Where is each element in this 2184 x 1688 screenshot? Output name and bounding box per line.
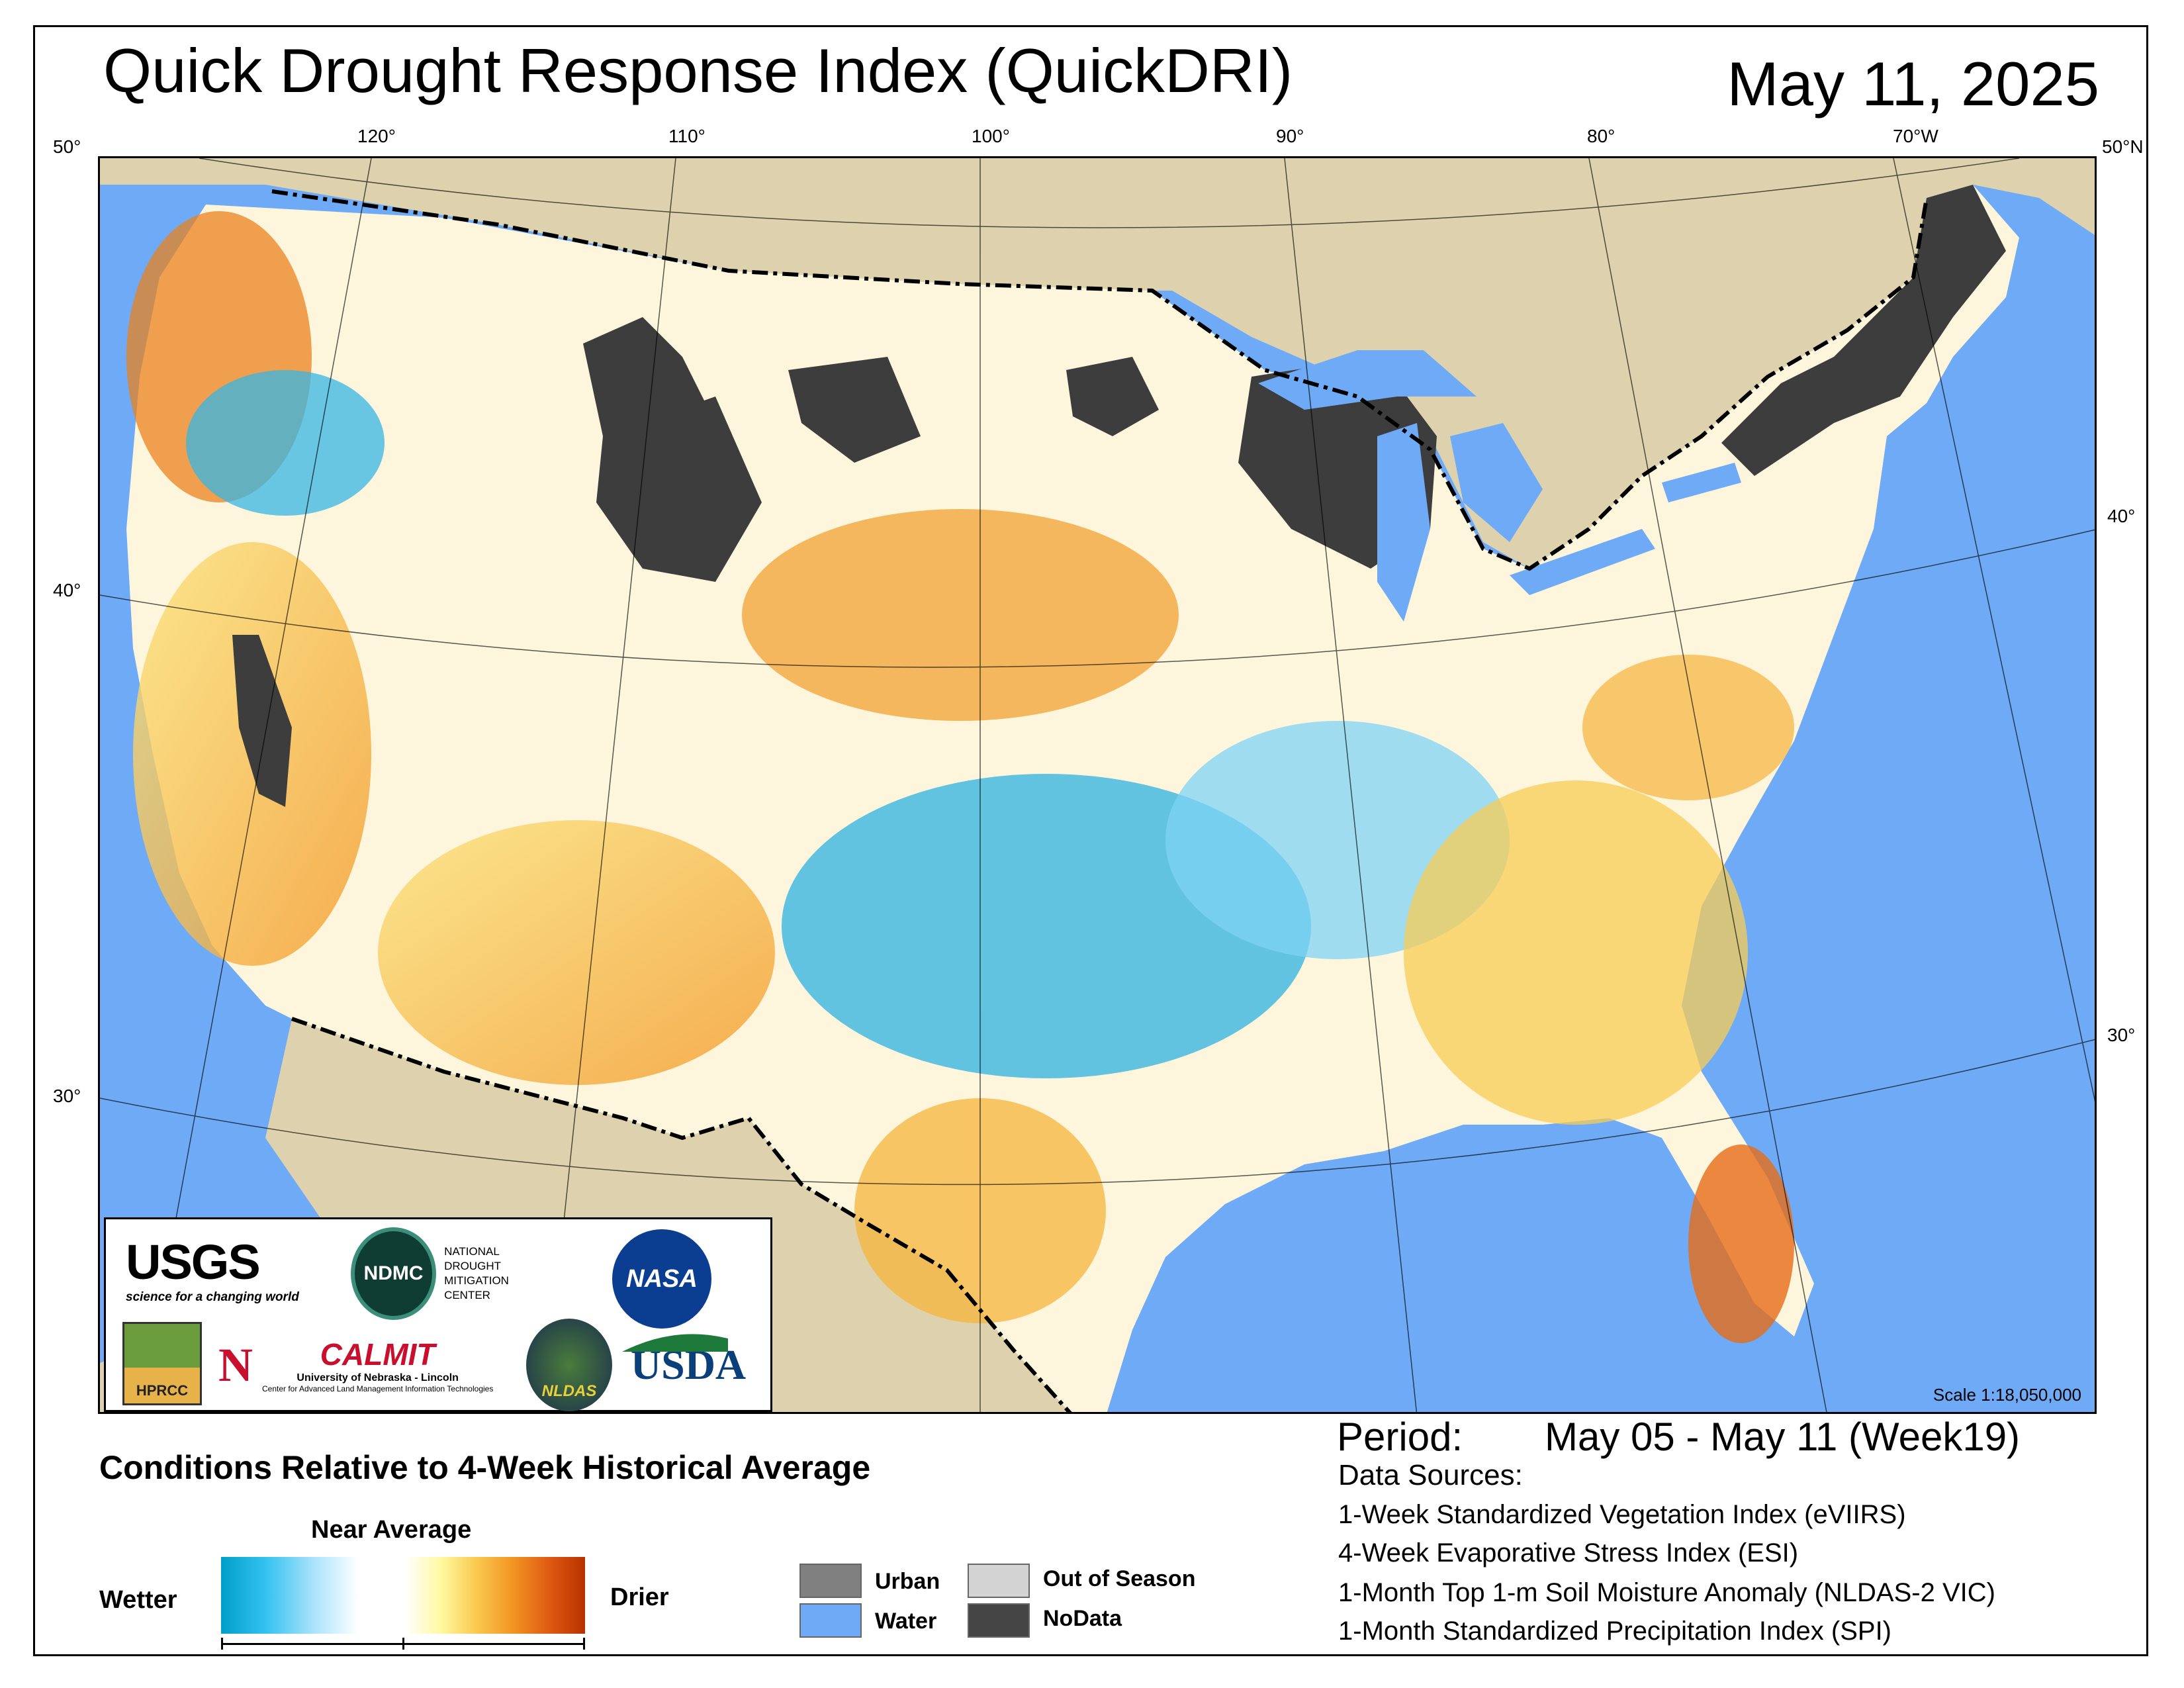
- nodata-sierra: [232, 635, 292, 807]
- nodata-label: NoData: [1043, 1606, 1122, 1631]
- out-of-season-swatch: [968, 1564, 1030, 1598]
- calmit-logo: N CALMIT University of Nebraska - Lincol…: [218, 1325, 510, 1405]
- ramp-tick-right: [583, 1638, 585, 1650]
- drier-patch-plains: [742, 509, 1179, 721]
- source-item: 4-Week Evaporative Stress Index (ESI): [1338, 1538, 1799, 1568]
- usda-logo: USDA: [622, 1325, 754, 1405]
- drier-label: Drier: [610, 1583, 669, 1611]
- wetter-patch-oregon: [186, 370, 385, 516]
- water-swatch: [799, 1603, 862, 1638]
- drier-patch-florida: [1688, 1145, 1794, 1343]
- water-label: Water: [875, 1609, 937, 1634]
- lat-tick-left-30: 30°: [53, 1086, 81, 1106]
- usgs-tagline: science for a changing world: [126, 1289, 299, 1304]
- nasa-logo: NASA: [596, 1226, 728, 1332]
- logo-panel: USGS science for a changing world NDMC N…: [104, 1217, 772, 1412]
- nodata-minnesota: [1066, 357, 1159, 436]
- hprcc-mark: HPRCC: [122, 1322, 202, 1405]
- nasa-mark: NASA: [612, 1229, 711, 1329]
- near-average-label: Near Average: [311, 1516, 472, 1544]
- period-value: May 05 - May 11 (Week19): [1545, 1415, 2021, 1459]
- source-item: 1-Month Standardized Precipitation Index…: [1338, 1617, 1891, 1646]
- map-panel: Scale 1:18,050,000 USGS science for a ch…: [98, 156, 2097, 1414]
- legend-title: Conditions Relative to 4-Week Historical…: [99, 1449, 871, 1486]
- out-of-season-label: Out of Season: [1043, 1566, 1196, 1591]
- nodata-wyoming: [596, 397, 762, 582]
- graticule-lon-80: [1588, 158, 1827, 1412]
- nodata-yellowstone: [788, 357, 921, 463]
- source-item: 1-Month Top 1-m Soil Moisture Anomaly (N…: [1338, 1578, 1995, 1607]
- drier-patch-southeast: [1404, 780, 1748, 1125]
- lake-ontario: [1662, 463, 1741, 502]
- calmit-line2: Center for Advanced Land Management Info…: [262, 1384, 494, 1393]
- drier-patch-midatlantic: [1582, 655, 1794, 800]
- ndmc-name-line2: MITIGATION CENTER: [444, 1274, 509, 1302]
- calmit-name: CALMIT: [320, 1337, 435, 1372]
- calmit-n-mark: N: [218, 1338, 253, 1391]
- graticule-lon-110: [543, 158, 676, 1412]
- lon-tick-120: 120°: [357, 126, 396, 146]
- calmit-line1: University of Nebraska - Lincoln: [296, 1372, 459, 1383]
- ndmc-mark: NDMC: [351, 1227, 437, 1320]
- lon-tick-80: 80°: [1587, 126, 1615, 146]
- usda-swoosh: [622, 1334, 728, 1352]
- lon-tick-70w: 70°W: [1893, 126, 1938, 146]
- color-ramp-drier: [405, 1557, 585, 1634]
- source-item: 1-Week Standardized Vegetation Index (eV…: [1338, 1500, 1906, 1529]
- nldas-logo: NLDAS: [523, 1319, 615, 1411]
- ndmc-logo: NDMC NATIONAL DROUGHT MITIGATION CENTER: [351, 1227, 549, 1320]
- us-border: [271, 189, 1929, 1412]
- ramp-tick-mid: [402, 1638, 404, 1650]
- lon-tick-100: 100°: [972, 126, 1010, 146]
- usgs-logo: USGS science for a changing world: [126, 1233, 324, 1305]
- graticule-lon-70: [1893, 158, 2095, 1102]
- graticule-lat-40: [100, 529, 2095, 668]
- wetter-label: Wetter: [99, 1586, 177, 1614]
- map-scale: Scale 1:18,050,000: [1933, 1385, 2081, 1405]
- lake-superior: [1258, 350, 1477, 410]
- hprcc-logo: HPRCC: [119, 1319, 205, 1409]
- map-date: May 11, 2025: [1727, 49, 2099, 118]
- lake-huron: [1450, 423, 1543, 542]
- graticule-lines: [100, 158, 2095, 1412]
- lat-tick-right-30: 30°: [2107, 1025, 2136, 1045]
- graticule-lat-30: [100, 1039, 2095, 1186]
- lon-tick-110: 110°: [668, 126, 705, 146]
- graticule-lon-90: [1284, 158, 1418, 1412]
- ndmc-name: NATIONAL DROUGHT MITIGATION CENTER: [444, 1244, 549, 1303]
- urban-swatch: [799, 1564, 862, 1598]
- nldas-mark: NLDAS: [526, 1319, 612, 1411]
- lat-tick-left-40: 40°: [53, 580, 81, 600]
- map-canvas: [100, 158, 2095, 1412]
- data-sources-title: Data Sources:: [1338, 1459, 1523, 1491]
- usgs-mark: USGS: [126, 1234, 261, 1289]
- ramp-tick-left: [221, 1638, 223, 1650]
- nodata-northeast: [1721, 185, 2006, 476]
- nodata-swatch: [968, 1603, 1030, 1638]
- page-frame: [33, 25, 2148, 1656]
- canada-land: [100, 158, 2095, 569]
- map-title: Quick Drought Response Index (QuickDRI): [103, 36, 1293, 105]
- lat-tick-right-50: 50°N: [2102, 136, 2144, 157]
- urban-label: Urban: [875, 1569, 940, 1594]
- lake-erie: [1510, 529, 1655, 595]
- graticule-lat-50: [199, 158, 2020, 228]
- period-label: Period:: [1337, 1415, 1463, 1459]
- lon-tick-90: 90°: [1276, 126, 1304, 146]
- lat-tick-right-40: 40°: [2107, 506, 2136, 526]
- drier-patch-southwest: [378, 820, 775, 1085]
- ndmc-name-line1: NATIONAL DROUGHT: [444, 1244, 502, 1272]
- color-ramp-wetter: [221, 1557, 359, 1634]
- graticule-lon-120: [140, 158, 372, 1412]
- lat-tick-left-50: 50°: [53, 136, 81, 157]
- calmit-text: CALMIT University of Nebraska - Lincoln …: [262, 1336, 493, 1393]
- lake-michigan: [1377, 423, 1430, 622]
